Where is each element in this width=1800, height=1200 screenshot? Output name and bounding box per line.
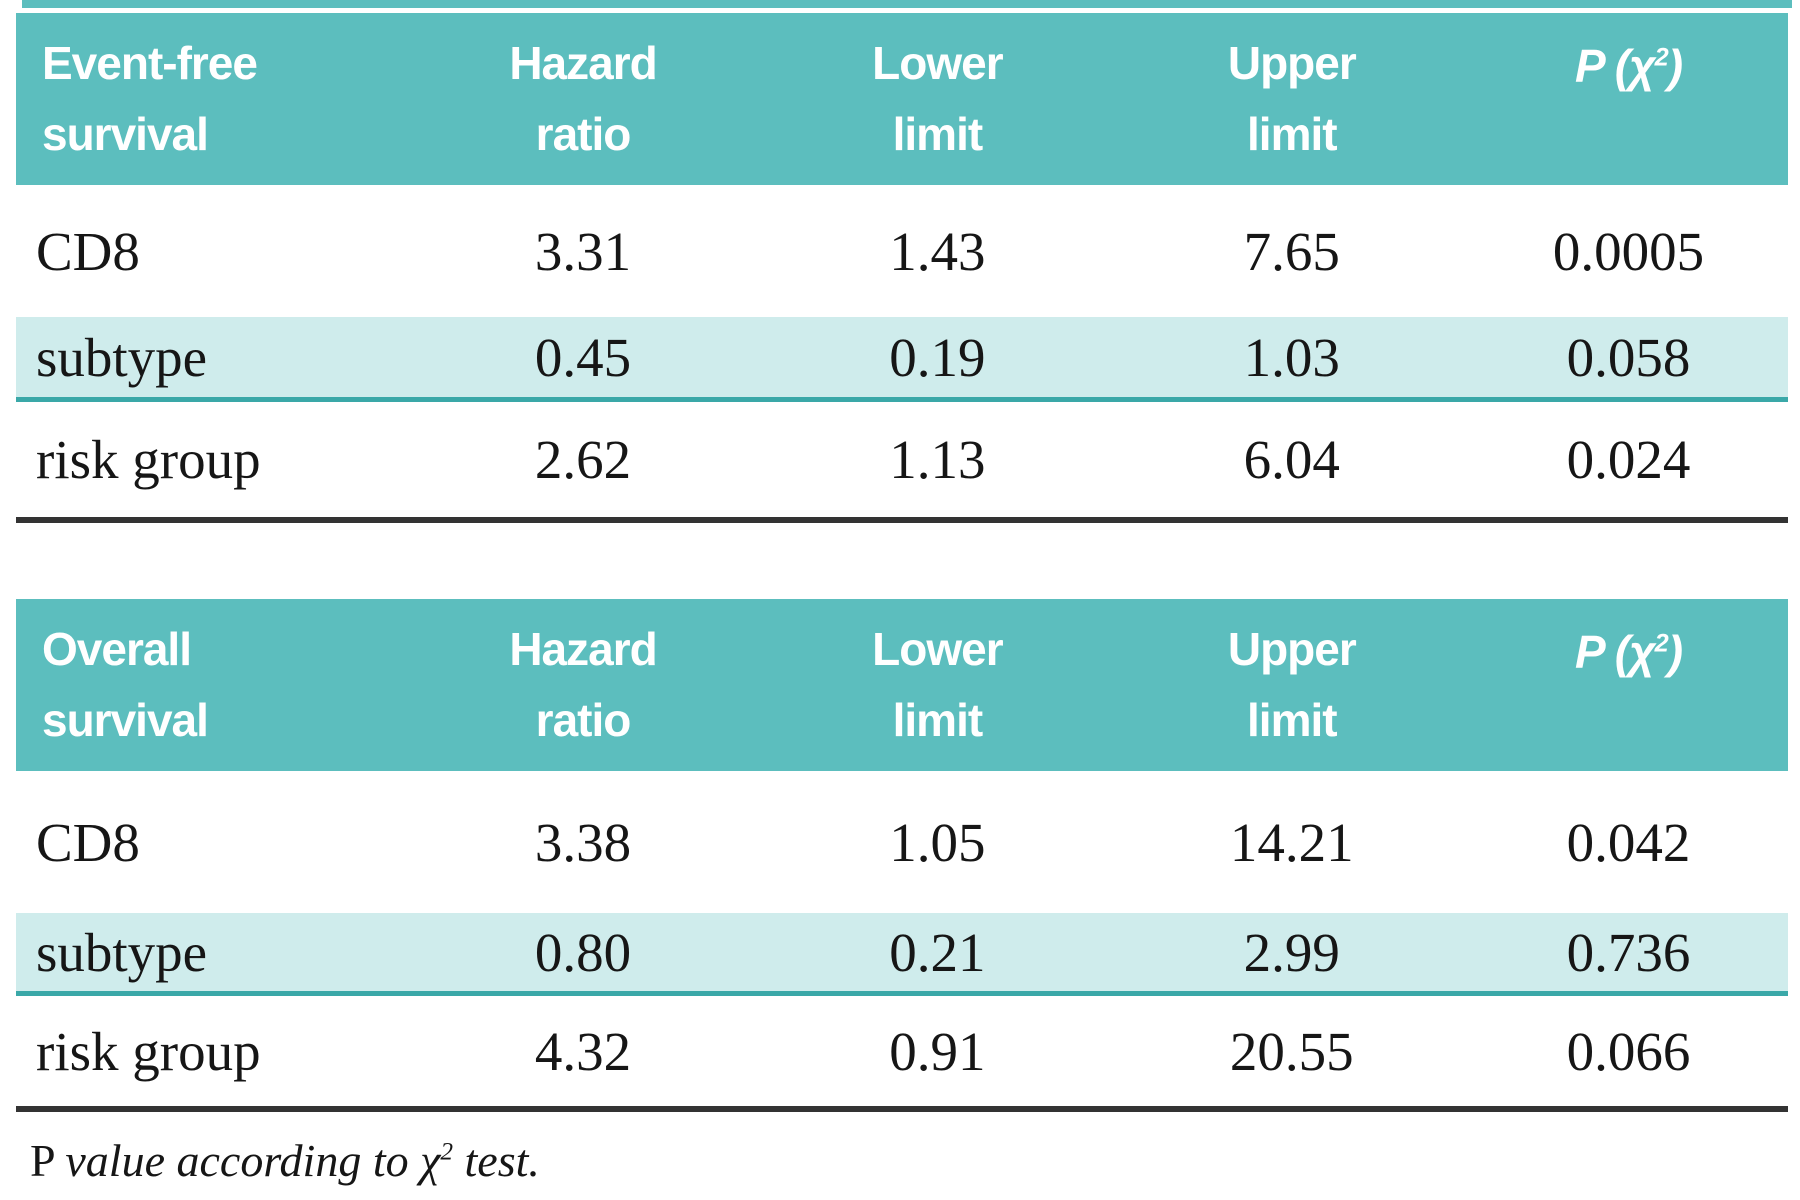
p-symbol: P bbox=[1574, 40, 1604, 92]
top-edge-strip bbox=[22, 0, 1792, 8]
header-p-chi-squared: P (χ2) bbox=[1469, 599, 1788, 688]
header-lower-limit: Lower limit bbox=[760, 614, 1114, 757]
header-lower-limit: Lower limit bbox=[760, 28, 1114, 171]
chi-symbol: χ bbox=[1629, 626, 1656, 678]
lower-limit-value: 1.43 bbox=[889, 220, 986, 282]
overall-survival-table: Overall survival Hazard ratio Lower limi… bbox=[16, 599, 1788, 1112]
row-label: subtype bbox=[36, 921, 208, 983]
hazard-ratio-value: 0.45 bbox=[534, 326, 632, 388]
header-upper-limit: Upper limit bbox=[1115, 614, 1469, 757]
upper-limit-value: 2.99 bbox=[1243, 921, 1340, 983]
hazard-ratio-value: 0.80 bbox=[534, 921, 632, 983]
upper-limit-value: 14.21 bbox=[1229, 811, 1354, 873]
survival-tables-figure: Event-free survival Hazard ratio Lower l… bbox=[16, 13, 1788, 1187]
table-row-highlighted: subtype 0.80 0.21 2.99 0.736 bbox=[16, 913, 1788, 996]
hazard-ratio-value: 4.32 bbox=[534, 1020, 632, 1082]
chi-superscript: 2 bbox=[1654, 43, 1669, 72]
header-upper-line1: Upper bbox=[1227, 622, 1357, 675]
header-title-line1: Overall bbox=[42, 622, 192, 675]
upper-limit-value: 6.04 bbox=[1243, 429, 1340, 490]
row-label: risk group bbox=[36, 429, 261, 490]
table-row: CD8 3.31 1.43 7.65 0.0005 bbox=[16, 185, 1788, 317]
header-title-line2: survival bbox=[42, 694, 209, 746]
paren-open: ( bbox=[1602, 40, 1630, 92]
hazard-ratio-value: 3.38 bbox=[534, 811, 632, 873]
event-free-survival-table: Event-free survival Hazard ratio Lower l… bbox=[16, 13, 1788, 523]
header-p-chi-squared: P (χ2) bbox=[1469, 13, 1788, 102]
table-row-highlighted: subtype 0.45 0.19 1.03 0.058 bbox=[16, 317, 1788, 402]
table-row: risk group 2.62 1.13 6.04 0.024 bbox=[16, 402, 1788, 517]
lower-limit-value: 0.21 bbox=[889, 921, 986, 983]
p-value: 0.066 bbox=[1566, 1020, 1691, 1082]
header-lower-line1: Lower bbox=[872, 622, 1003, 675]
header-title-line1: Event-free bbox=[42, 36, 258, 89]
paren-close: ) bbox=[1667, 626, 1683, 678]
table-row: CD8 3.38 1.05 14.21 0.042 bbox=[16, 771, 1788, 913]
row-label: subtype bbox=[36, 326, 208, 388]
header-upper-line1: Upper bbox=[1227, 36, 1357, 89]
header-hazard-ratio: Hazard ratio bbox=[406, 614, 760, 757]
upper-limit-value: 1.03 bbox=[1243, 326, 1340, 388]
header-hazard-line2: ratio bbox=[535, 108, 632, 160]
paren-open: ( bbox=[1602, 626, 1630, 678]
header-hazard-line1: Hazard bbox=[509, 36, 657, 89]
header-hazard-line2: ratio bbox=[535, 694, 632, 746]
header-overall-survival: Overall survival bbox=[16, 614, 406, 757]
row-label: CD8 bbox=[36, 811, 140, 873]
lower-limit-value: 1.13 bbox=[889, 429, 986, 490]
header-upper-line2: limit bbox=[1247, 694, 1338, 746]
chi-symbol: χ bbox=[1629, 40, 1656, 92]
header-title-line2: survival bbox=[42, 108, 209, 160]
footnote-chi-superscript: 2 bbox=[440, 1137, 453, 1166]
p-value: 0.042 bbox=[1566, 811, 1691, 873]
chi-superscript: 2 bbox=[1654, 629, 1669, 658]
lower-limit-value: 1.05 bbox=[889, 811, 986, 873]
header-event-free-survival: Event-free survival bbox=[16, 28, 406, 171]
footnote-chi-symbol: χ bbox=[420, 1135, 441, 1186]
hazard-ratio-value: 2.62 bbox=[534, 429, 632, 490]
overall-survival-header-row: Overall survival Hazard ratio Lower limi… bbox=[16, 599, 1788, 771]
header-lower-line2: limit bbox=[892, 694, 984, 746]
p-value: 0.0005 bbox=[1552, 220, 1705, 282]
footnote-text-tail: test. bbox=[453, 1135, 540, 1186]
row-label: CD8 bbox=[36, 220, 140, 282]
p-symbol: P bbox=[1574, 626, 1604, 678]
paren-close: ) bbox=[1667, 40, 1683, 92]
lower-limit-value: 0.19 bbox=[889, 326, 986, 388]
upper-limit-value: 20.55 bbox=[1229, 1020, 1354, 1082]
header-lower-line2: limit bbox=[892, 108, 984, 160]
lower-limit-value: 0.91 bbox=[889, 1020, 986, 1082]
footnote-text-lead: value according to bbox=[65, 1135, 421, 1186]
footnote: P value according to χ2 test. bbox=[16, 1134, 1788, 1187]
header-hazard-line1: Hazard bbox=[509, 622, 657, 675]
event-free-survival-header-row: Event-free survival Hazard ratio Lower l… bbox=[16, 13, 1788, 185]
row-label: risk group bbox=[36, 1020, 261, 1082]
header-upper-line2: limit bbox=[1247, 108, 1338, 160]
upper-limit-value: 7.65 bbox=[1243, 220, 1340, 282]
p-value: 0.736 bbox=[1566, 921, 1691, 983]
p-value: 0.058 bbox=[1566, 326, 1691, 388]
p-value: 0.024 bbox=[1566, 429, 1691, 490]
header-hazard-ratio: Hazard ratio bbox=[406, 28, 760, 171]
footnote-p-symbol: P bbox=[30, 1135, 66, 1186]
table-row: risk group 4.32 0.91 20.55 0.066 bbox=[16, 996, 1788, 1106]
header-lower-line1: Lower bbox=[872, 36, 1003, 89]
hazard-ratio-value: 3.31 bbox=[534, 220, 632, 282]
header-upper-limit: Upper limit bbox=[1115, 28, 1469, 171]
